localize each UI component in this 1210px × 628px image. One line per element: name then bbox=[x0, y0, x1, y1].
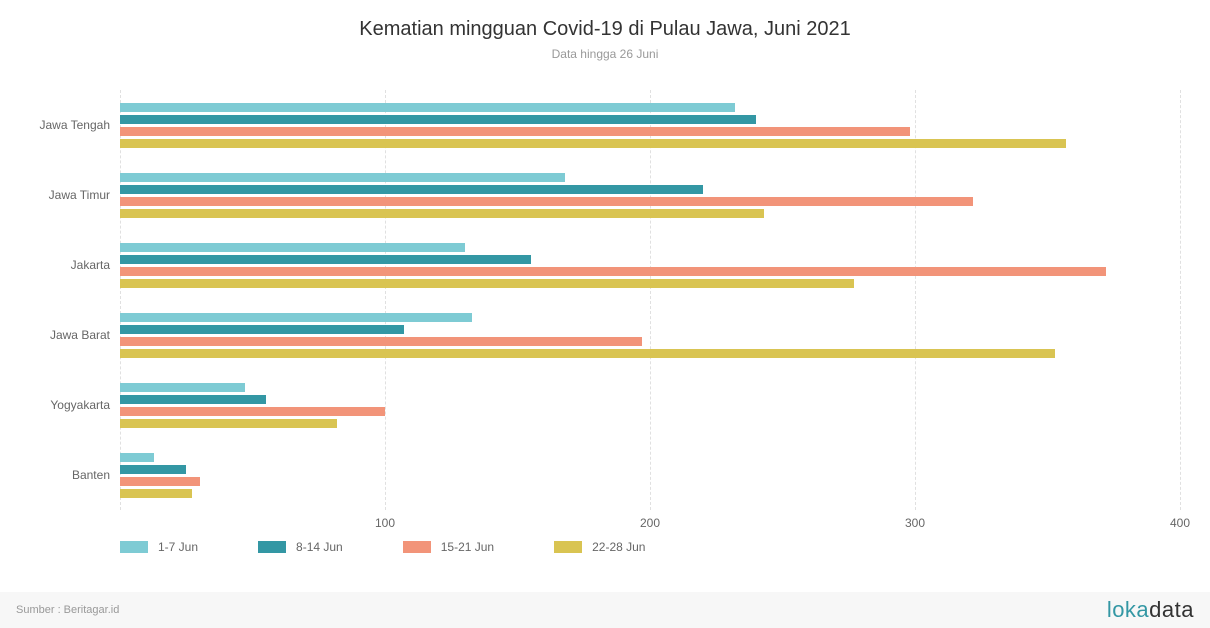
legend-swatch bbox=[120, 541, 148, 553]
legend-item: 8-14 Jun bbox=[258, 540, 343, 554]
category-label: Jawa Tengah bbox=[0, 118, 110, 132]
legend-item: 1-7 Jun bbox=[120, 540, 198, 554]
bar bbox=[120, 139, 1066, 148]
bar bbox=[120, 337, 642, 346]
bar bbox=[120, 255, 531, 264]
legend-label: 1-7 Jun bbox=[158, 540, 198, 554]
bar bbox=[120, 279, 854, 288]
bar bbox=[120, 173, 565, 182]
bar bbox=[120, 267, 1106, 276]
x-tick-label: 100 bbox=[375, 516, 395, 530]
brand-part-2: data bbox=[1149, 597, 1194, 623]
bar bbox=[120, 395, 266, 404]
bar bbox=[120, 419, 337, 428]
footer: Sumber : Beritagar.id lokadata bbox=[0, 592, 1210, 628]
category-group: Banten bbox=[120, 440, 1180, 510]
legend-item: 15-21 Jun bbox=[403, 540, 494, 554]
bar bbox=[120, 407, 385, 416]
category-label: Yogyakarta bbox=[0, 398, 110, 412]
bar bbox=[120, 209, 764, 218]
legend: 1-7 Jun 8-14 Jun 15-21 Jun 22-28 Jun bbox=[120, 540, 645, 554]
legend-item: 22-28 Jun bbox=[554, 540, 645, 554]
legend-swatch bbox=[554, 541, 582, 553]
brand-part-1: loka bbox=[1107, 597, 1149, 623]
legend-swatch bbox=[403, 541, 431, 553]
category-label: Jawa Barat bbox=[0, 328, 110, 342]
legend-swatch bbox=[258, 541, 286, 553]
bar bbox=[120, 325, 404, 334]
bar bbox=[120, 127, 910, 136]
bar bbox=[120, 185, 703, 194]
chart-subtitle: Data hingga 26 Juni bbox=[0, 47, 1210, 61]
bar bbox=[120, 453, 154, 462]
bar bbox=[120, 489, 192, 498]
bar bbox=[120, 197, 973, 206]
bar bbox=[120, 477, 200, 486]
bar bbox=[120, 349, 1055, 358]
bar bbox=[120, 115, 756, 124]
bar bbox=[120, 103, 735, 112]
bar bbox=[120, 243, 465, 252]
category-group: Jawa Tengah bbox=[120, 90, 1180, 160]
gridline bbox=[1180, 90, 1181, 510]
legend-label: 15-21 Jun bbox=[441, 540, 494, 554]
legend-label: 8-14 Jun bbox=[296, 540, 343, 554]
legend-label: 22-28 Jun bbox=[592, 540, 645, 554]
brand-logo: lokadata bbox=[1107, 597, 1194, 623]
category-label: Jawa Timur bbox=[0, 188, 110, 202]
category-group: Jawa Barat bbox=[120, 300, 1180, 370]
chart-title: Kematian mingguan Covid-19 di Pulau Jawa… bbox=[0, 0, 1210, 41]
category-label: Jakarta bbox=[0, 258, 110, 272]
category-label: Banten bbox=[0, 468, 110, 482]
x-tick-label: 200 bbox=[640, 516, 660, 530]
category-group: Yogyakarta bbox=[120, 370, 1180, 440]
bar bbox=[120, 383, 245, 392]
source-text: Sumber : Beritagar.id bbox=[16, 604, 119, 616]
bar bbox=[120, 313, 472, 322]
plot-area: 100200300400Jawa TengahJawa TimurJakarta… bbox=[120, 90, 1180, 510]
bar bbox=[120, 465, 186, 474]
x-tick-label: 400 bbox=[1170, 516, 1190, 530]
x-tick-label: 300 bbox=[905, 516, 925, 530]
category-group: Jawa Timur bbox=[120, 160, 1180, 230]
category-group: Jakarta bbox=[120, 230, 1180, 300]
